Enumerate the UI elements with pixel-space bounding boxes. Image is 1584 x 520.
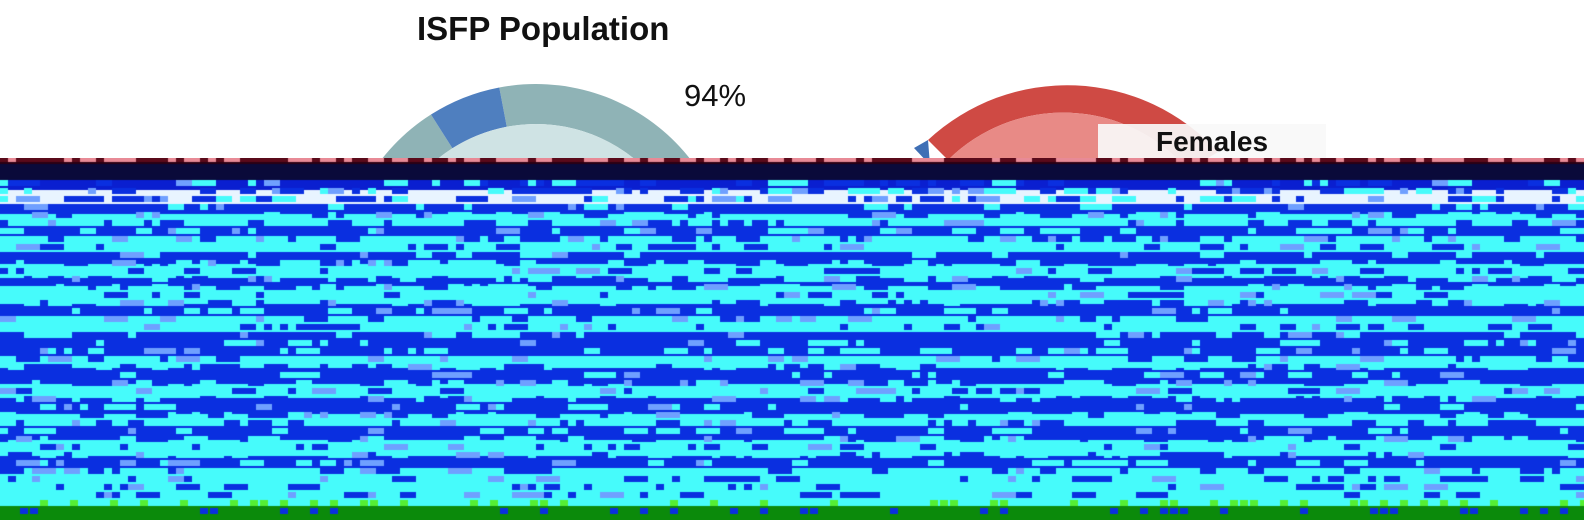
secondary-pie-slice-red (928, 85, 1218, 170)
legend-box (1098, 124, 1326, 158)
pie-slice-label: 94% (684, 78, 747, 113)
pie-slice-1 (430, 87, 507, 149)
legend-entry-females: Females (1156, 126, 1269, 157)
corrupted-image-region (0, 158, 1584, 520)
chart-title: ISFP Population (417, 10, 670, 47)
